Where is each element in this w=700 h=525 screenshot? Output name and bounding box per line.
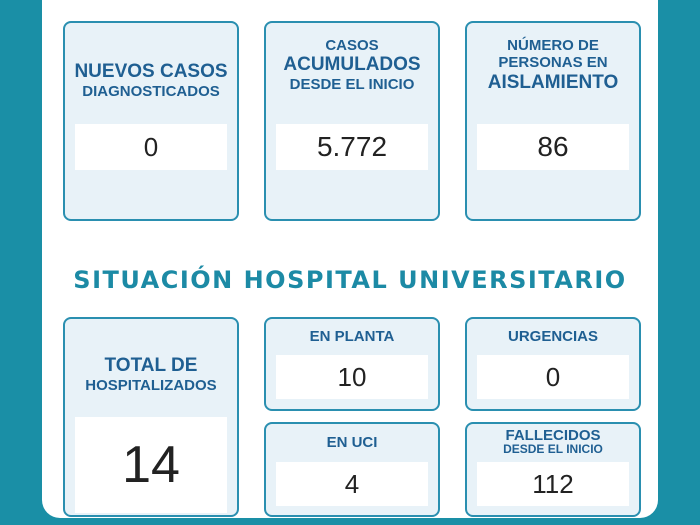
- new-cases-value: 0: [75, 124, 227, 170]
- total-hospitalized-card: TOTAL DE HOSPITALIZADOS 14: [63, 317, 239, 517]
- emergency-card: URGENCIAS 0: [465, 317, 641, 411]
- isolation-card: NÚMERO DE PERSONAS EN AISLAMIENTO 86: [465, 21, 641, 221]
- icu-label: EN UCI: [326, 434, 378, 451]
- cumulative-cases-card: CASOS ACUMULADOS DESDE EL INICIO 5.772: [264, 21, 440, 221]
- deceased-card: FALLECIDOS DESDE EL INICIO 112: [465, 422, 641, 517]
- new-cases-label: NUEVOS CASOS DIAGNOSTICADOS: [74, 61, 228, 100]
- icu-value: 4: [276, 462, 428, 506]
- ward-label: EN PLANTA: [309, 328, 395, 345]
- new-cases-card: NUEVOS CASOS DIAGNOSTICADOS 0: [63, 21, 239, 221]
- deceased-label: FALLECIDOS DESDE EL INICIO: [503, 427, 603, 456]
- total-hospitalized-label: TOTAL DE HOSPITALIZADOS: [85, 355, 217, 394]
- emergency-value: 0: [477, 355, 629, 399]
- isolation-label: NÚMERO DE PERSONAS EN AISLAMIENTO: [487, 37, 619, 93]
- isolation-value: 86: [477, 124, 629, 170]
- ward-card: EN PLANTA 10: [264, 317, 440, 411]
- cumulative-cases-value: 5.772: [276, 124, 428, 170]
- ward-value: 10: [276, 355, 428, 399]
- emergency-label: URGENCIAS: [507, 328, 598, 345]
- cumulative-cases-label: CASOS ACUMULADOS DESDE EL INICIO: [283, 37, 421, 94]
- icu-card: EN UCI 4: [264, 422, 440, 517]
- deceased-value: 112: [477, 462, 629, 506]
- total-hospitalized-value: 14: [75, 417, 227, 513]
- section-title: SITUACIÓN HOSPITAL UNIVERSITARIO: [73, 266, 627, 294]
